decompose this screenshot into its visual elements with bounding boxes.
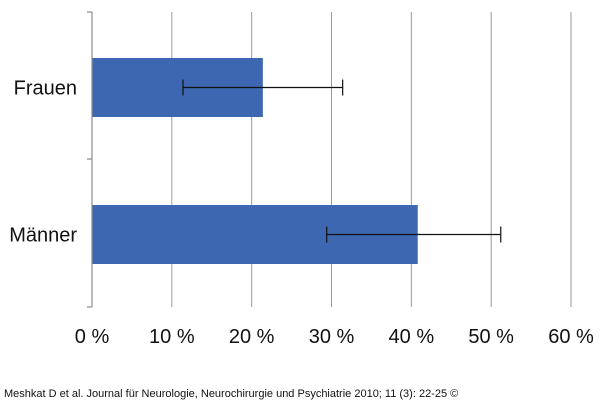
bars [92,58,502,264]
source-note: Meshkat D et al. Journal für Neurologie,… [4,388,459,400]
x-tick-label-50: 50 % [468,326,514,348]
x-tick-label-30: 30 % [309,326,355,348]
labels: Frauen Männer 0 % 10 % 20 % 30 % 40 % 50 % 60 % [9,78,594,349]
x-tick-label-10: 10 % [149,326,195,348]
x-tick-label-0: 0 % [75,326,110,348]
category-label-0: Frauen [14,78,77,100]
x-tick-label-40: 40 % [389,326,435,348]
x-tick-label-60: 60 % [548,326,594,348]
x-tick-label-20: 20 % [229,326,275,348]
category-label-1: Männer [9,225,77,247]
y-axis [87,11,93,308]
